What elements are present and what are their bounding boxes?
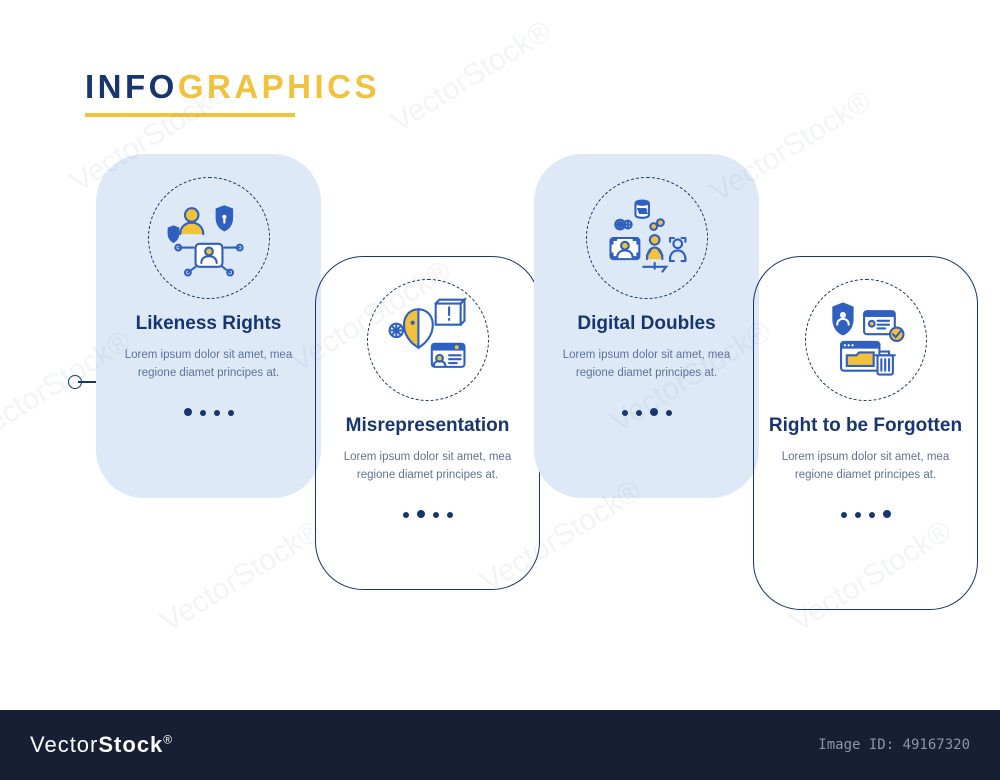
pager-dots <box>330 505 525 523</box>
connector-line <box>78 381 96 383</box>
card-title: Digital Doubles <box>549 313 744 335</box>
footer-image-id: Image ID: 49167320 <box>818 737 970 753</box>
infographic-stage: INFOGRAPHICS Likeness Rights <box>0 0 1000 780</box>
title-suffix: GRAPHICS <box>178 68 380 105</box>
icon-ring <box>805 279 927 401</box>
page-title: INFOGRAPHICS <box>85 68 380 106</box>
card-body: Lorem ipsum dolor sit amet, mea regione … <box>774 449 957 485</box>
digital-doubles-icon: VR <box>599 190 695 286</box>
title-prefix: INFO <box>85 68 178 105</box>
svg-text:VR: VR <box>638 209 647 215</box>
card-misrepresentation: FAKE Misrepresentation Lorem ipsum dolor… <box>315 256 540 590</box>
svg-text:FAKE: FAKE <box>437 345 454 352</box>
footer-brand: VectorStock® <box>30 732 173 758</box>
card-title: Likeness Rights <box>111 313 306 335</box>
card-body: Lorem ipsum dolor sit amet, mea regione … <box>555 347 738 383</box>
card-body: Lorem ipsum dolor sit amet, mea regione … <box>336 449 519 485</box>
pager-dots <box>111 403 306 421</box>
title-underline <box>85 113 295 117</box>
card-digital-doubles: VR Digital Doubles Lorem ipsum dolor si <box>534 154 759 498</box>
icon-ring: VR <box>586 177 708 299</box>
right-to-be-forgotten-icon <box>818 292 914 388</box>
likeness-rights-icon <box>161 190 257 286</box>
pager-dots <box>549 403 744 421</box>
pager-dots <box>768 505 963 523</box>
footer-bar: VectorStock® Image ID: 49167320 <box>0 710 1000 780</box>
card-body: Lorem ipsum dolor sit amet, mea regione … <box>117 347 300 383</box>
icon-ring: FAKE <box>367 279 489 401</box>
card-right-to-be-forgotten: Right to be Forgotten Lorem ipsum dolor … <box>753 256 978 610</box>
misrepresentation-icon: FAKE <box>380 292 476 388</box>
card-title: Right to be Forgotten <box>768 415 963 437</box>
icon-ring <box>148 177 270 299</box>
card-title: Misrepresentation <box>330 415 525 437</box>
card-likeness-rights: Likeness Rights Lorem ipsum dolor sit am… <box>96 154 321 498</box>
